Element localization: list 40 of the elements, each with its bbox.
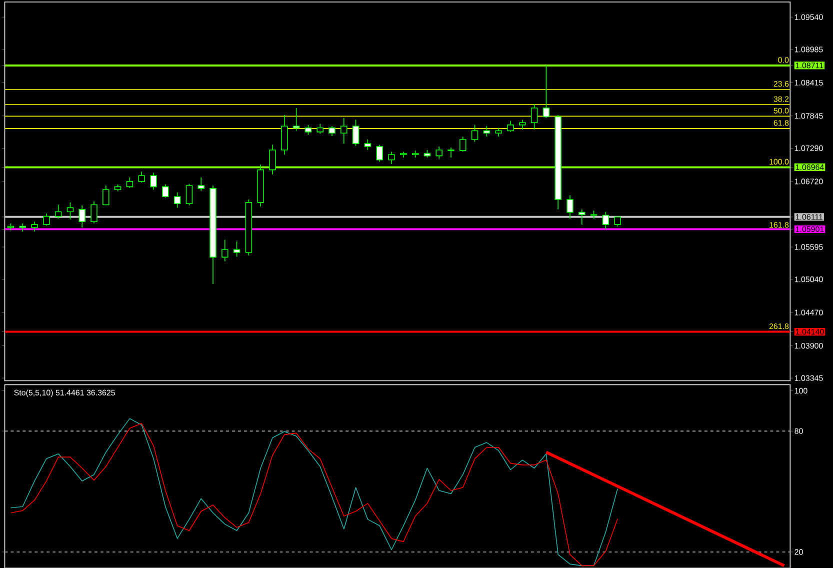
candlestick bbox=[138, 171, 145, 183]
candlestick bbox=[602, 211, 610, 230]
candlestick bbox=[519, 119, 526, 130]
candlestick bbox=[54, 204, 62, 220]
candlestick bbox=[542, 65, 550, 118]
candlestick bbox=[31, 221, 38, 232]
candlestick bbox=[304, 124, 312, 136]
candlestick bbox=[460, 136, 466, 152]
candlestick bbox=[483, 126, 490, 137]
candlestick bbox=[436, 146, 442, 160]
candlestick bbox=[328, 126, 336, 136]
candlestick bbox=[66, 202, 74, 220]
candlestick bbox=[78, 204, 86, 228]
candlestick bbox=[578, 208, 586, 225]
candlestick bbox=[292, 108, 300, 132]
candlestick bbox=[186, 183, 193, 206]
candlestick bbox=[448, 147, 454, 158]
candlestick bbox=[388, 151, 395, 164]
candlestick bbox=[340, 117, 348, 144]
candlestick bbox=[269, 144, 276, 175]
candlestick bbox=[530, 104, 538, 130]
candlestick bbox=[43, 213, 50, 226]
candlestick bbox=[102, 185, 110, 206]
candlestick bbox=[150, 172, 157, 190]
candlestick bbox=[507, 120, 514, 132]
candlestick bbox=[281, 114, 288, 155]
candlestick bbox=[126, 176, 134, 188]
candlestick bbox=[566, 194, 574, 220]
candlestick bbox=[19, 222, 26, 232]
candlestick bbox=[162, 184, 169, 198]
candlestick bbox=[352, 119, 360, 146]
candlestick bbox=[90, 200, 98, 224]
candlestick bbox=[233, 241, 240, 257]
candlestick bbox=[471, 124, 478, 142]
candlestick bbox=[364, 139, 372, 150]
candlestick bbox=[316, 123, 324, 134]
candlestick bbox=[198, 176, 204, 192]
candlestick bbox=[174, 192, 181, 208]
candlestick bbox=[222, 239, 228, 262]
candlestick bbox=[376, 144, 383, 162]
